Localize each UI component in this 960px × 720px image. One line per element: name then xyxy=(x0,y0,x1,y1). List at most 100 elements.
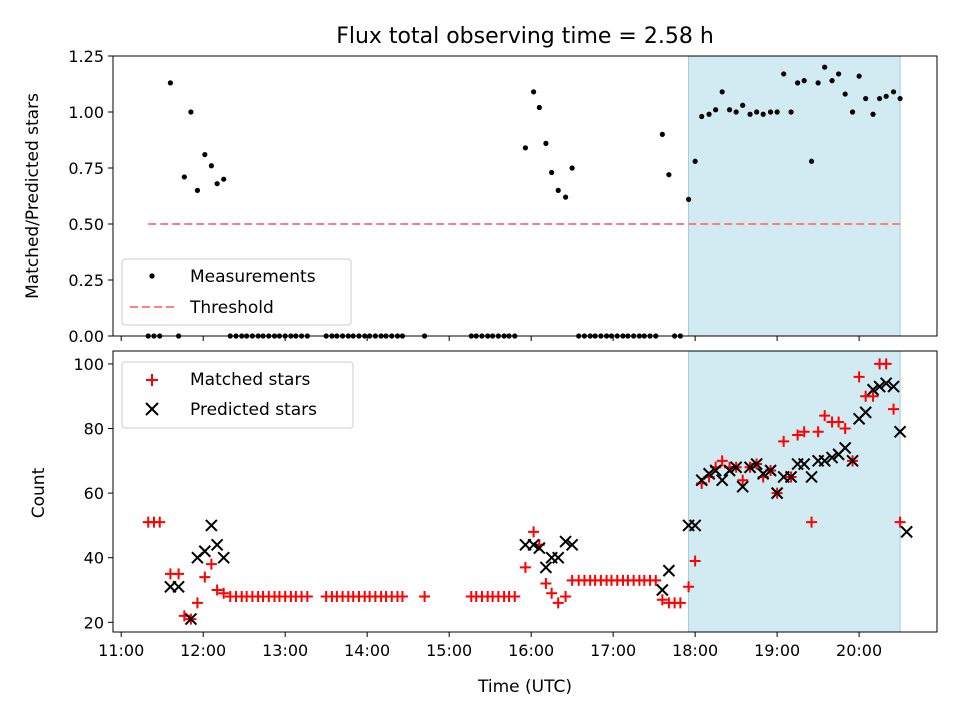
matched-star-point xyxy=(833,416,845,428)
measurement-point xyxy=(221,176,227,182)
bottom-x-ticks: 11:00 12:00 13:00 14:00 15:00 16:00 17:00 18:00… xyxy=(98,632,882,660)
predicted-star-point xyxy=(702,467,716,480)
x-tick-label: 15:00 xyxy=(426,641,472,660)
measurement-point xyxy=(829,78,835,84)
legend-predicted-label: Predicted stars xyxy=(190,400,317,420)
predicted-star-point xyxy=(217,551,230,564)
legend-predicted-marker xyxy=(145,402,159,416)
matched-star-point xyxy=(880,358,892,370)
predicted-star-point xyxy=(818,454,831,468)
measurement-point xyxy=(856,73,862,79)
y-tick-label: 0.25 xyxy=(68,271,104,290)
top-legend-box xyxy=(121,258,352,326)
predicted-star-point xyxy=(551,551,565,564)
measurement-point xyxy=(569,165,575,171)
predicted-star-point xyxy=(539,561,553,574)
matched-star-point xyxy=(154,516,166,528)
measurement-point xyxy=(781,71,787,77)
predicted-star-point xyxy=(859,406,872,419)
predicted-star-point xyxy=(805,470,818,484)
y-tick-label: 1.25 xyxy=(68,47,104,66)
bottom-y-ticks: 20 40 60 80 100 xyxy=(73,355,113,632)
matched-star-point xyxy=(199,571,211,583)
matched-star-point xyxy=(519,561,531,573)
bottom-legend: Matched stars Predicted stars xyxy=(121,361,354,429)
matched-star-point xyxy=(798,426,810,438)
y-tick-label: 60 xyxy=(84,484,104,503)
predicted-star-point xyxy=(688,519,702,532)
matched-star-point xyxy=(839,423,851,435)
legend-measurements-marker xyxy=(149,273,155,279)
measurement-point xyxy=(870,111,876,117)
measurement-point xyxy=(188,109,194,115)
predicted-star-point xyxy=(709,464,722,477)
matched-star-point xyxy=(218,587,230,599)
measurement-point xyxy=(536,104,542,111)
predicted-star-point xyxy=(533,541,546,555)
predicted-star-point xyxy=(198,545,212,558)
y-tick-label: 0.00 xyxy=(68,327,104,346)
matched-star-point xyxy=(656,594,668,606)
y-tick-label: 80 xyxy=(84,420,104,439)
measurement-point xyxy=(890,89,897,95)
x-tick-label: 12:00 xyxy=(180,641,226,660)
matched-star-point xyxy=(552,597,564,609)
x-tick-label: 14:00 xyxy=(344,641,390,660)
predicted-star-point xyxy=(770,486,784,500)
measurement-point xyxy=(549,169,555,176)
measurement-point xyxy=(214,181,220,187)
x-tick-label: 19:00 xyxy=(754,641,800,660)
matched-star-point xyxy=(778,435,790,447)
measurement-point xyxy=(760,111,766,117)
chart-title: Flux total observing time = 2.58 h xyxy=(336,24,714,49)
bottom-axes-frame xyxy=(112,350,938,633)
matched-star-point xyxy=(191,597,203,609)
matched-star-point xyxy=(546,587,558,599)
bottom-panel: 20 40 60 80 100 11:00 12:00 13:00 14:00 15:00 16:… xyxy=(29,350,938,697)
top-panel: 0.00 0.25 0.50 0.75 1.00 1.25 Flux total obse… xyxy=(23,24,938,346)
predicted-star-point xyxy=(750,457,763,471)
measurement-point xyxy=(897,95,903,102)
x-tick-label: 17:00 xyxy=(590,641,636,660)
x-tick-label: 16:00 xyxy=(508,641,554,660)
measurement-point xyxy=(754,109,760,115)
y-tick-label: 0.75 xyxy=(68,159,104,178)
legend-threshold-label: Threshold xyxy=(189,298,274,318)
measurement-point xyxy=(849,109,856,115)
x-axis-label: Time (UTC) xyxy=(477,677,572,697)
predicted-star-point xyxy=(846,454,859,468)
predicted-star-point xyxy=(797,457,811,471)
measurement-point xyxy=(706,111,712,117)
matched-star-point xyxy=(205,558,217,570)
measurement-point xyxy=(685,196,692,202)
measurement-point xyxy=(883,93,889,99)
measurement-point xyxy=(801,78,807,84)
measurement-point xyxy=(726,107,733,113)
measurement-point xyxy=(167,80,173,86)
predicted-star-point xyxy=(527,538,540,552)
measurement-point xyxy=(692,158,698,164)
x-tick-label: 20:00 xyxy=(836,641,882,660)
predicted-star-point xyxy=(205,519,218,532)
measurement-point xyxy=(795,80,801,86)
measurement-point xyxy=(202,151,208,158)
predicted-star-point xyxy=(184,612,198,626)
measurement-point xyxy=(815,80,821,86)
top-x-ticks xyxy=(120,336,860,341)
measurement-point xyxy=(733,109,739,115)
predicted-star-point xyxy=(866,383,880,396)
measurement-point xyxy=(774,109,780,115)
predicted-star-point xyxy=(662,564,676,577)
measurement-point xyxy=(181,174,187,180)
matched-star-point xyxy=(211,584,223,596)
predicted-star-point xyxy=(559,535,572,548)
predicted-star-point xyxy=(838,441,852,455)
measurement-point xyxy=(842,91,848,97)
y-tick-label: 20 xyxy=(84,613,104,632)
x-tick-label: 18:00 xyxy=(672,641,718,660)
predicted-star-point xyxy=(565,538,579,552)
matched-star-point xyxy=(792,429,804,441)
predicted-star-point xyxy=(825,451,839,464)
measurement-point xyxy=(863,95,869,102)
